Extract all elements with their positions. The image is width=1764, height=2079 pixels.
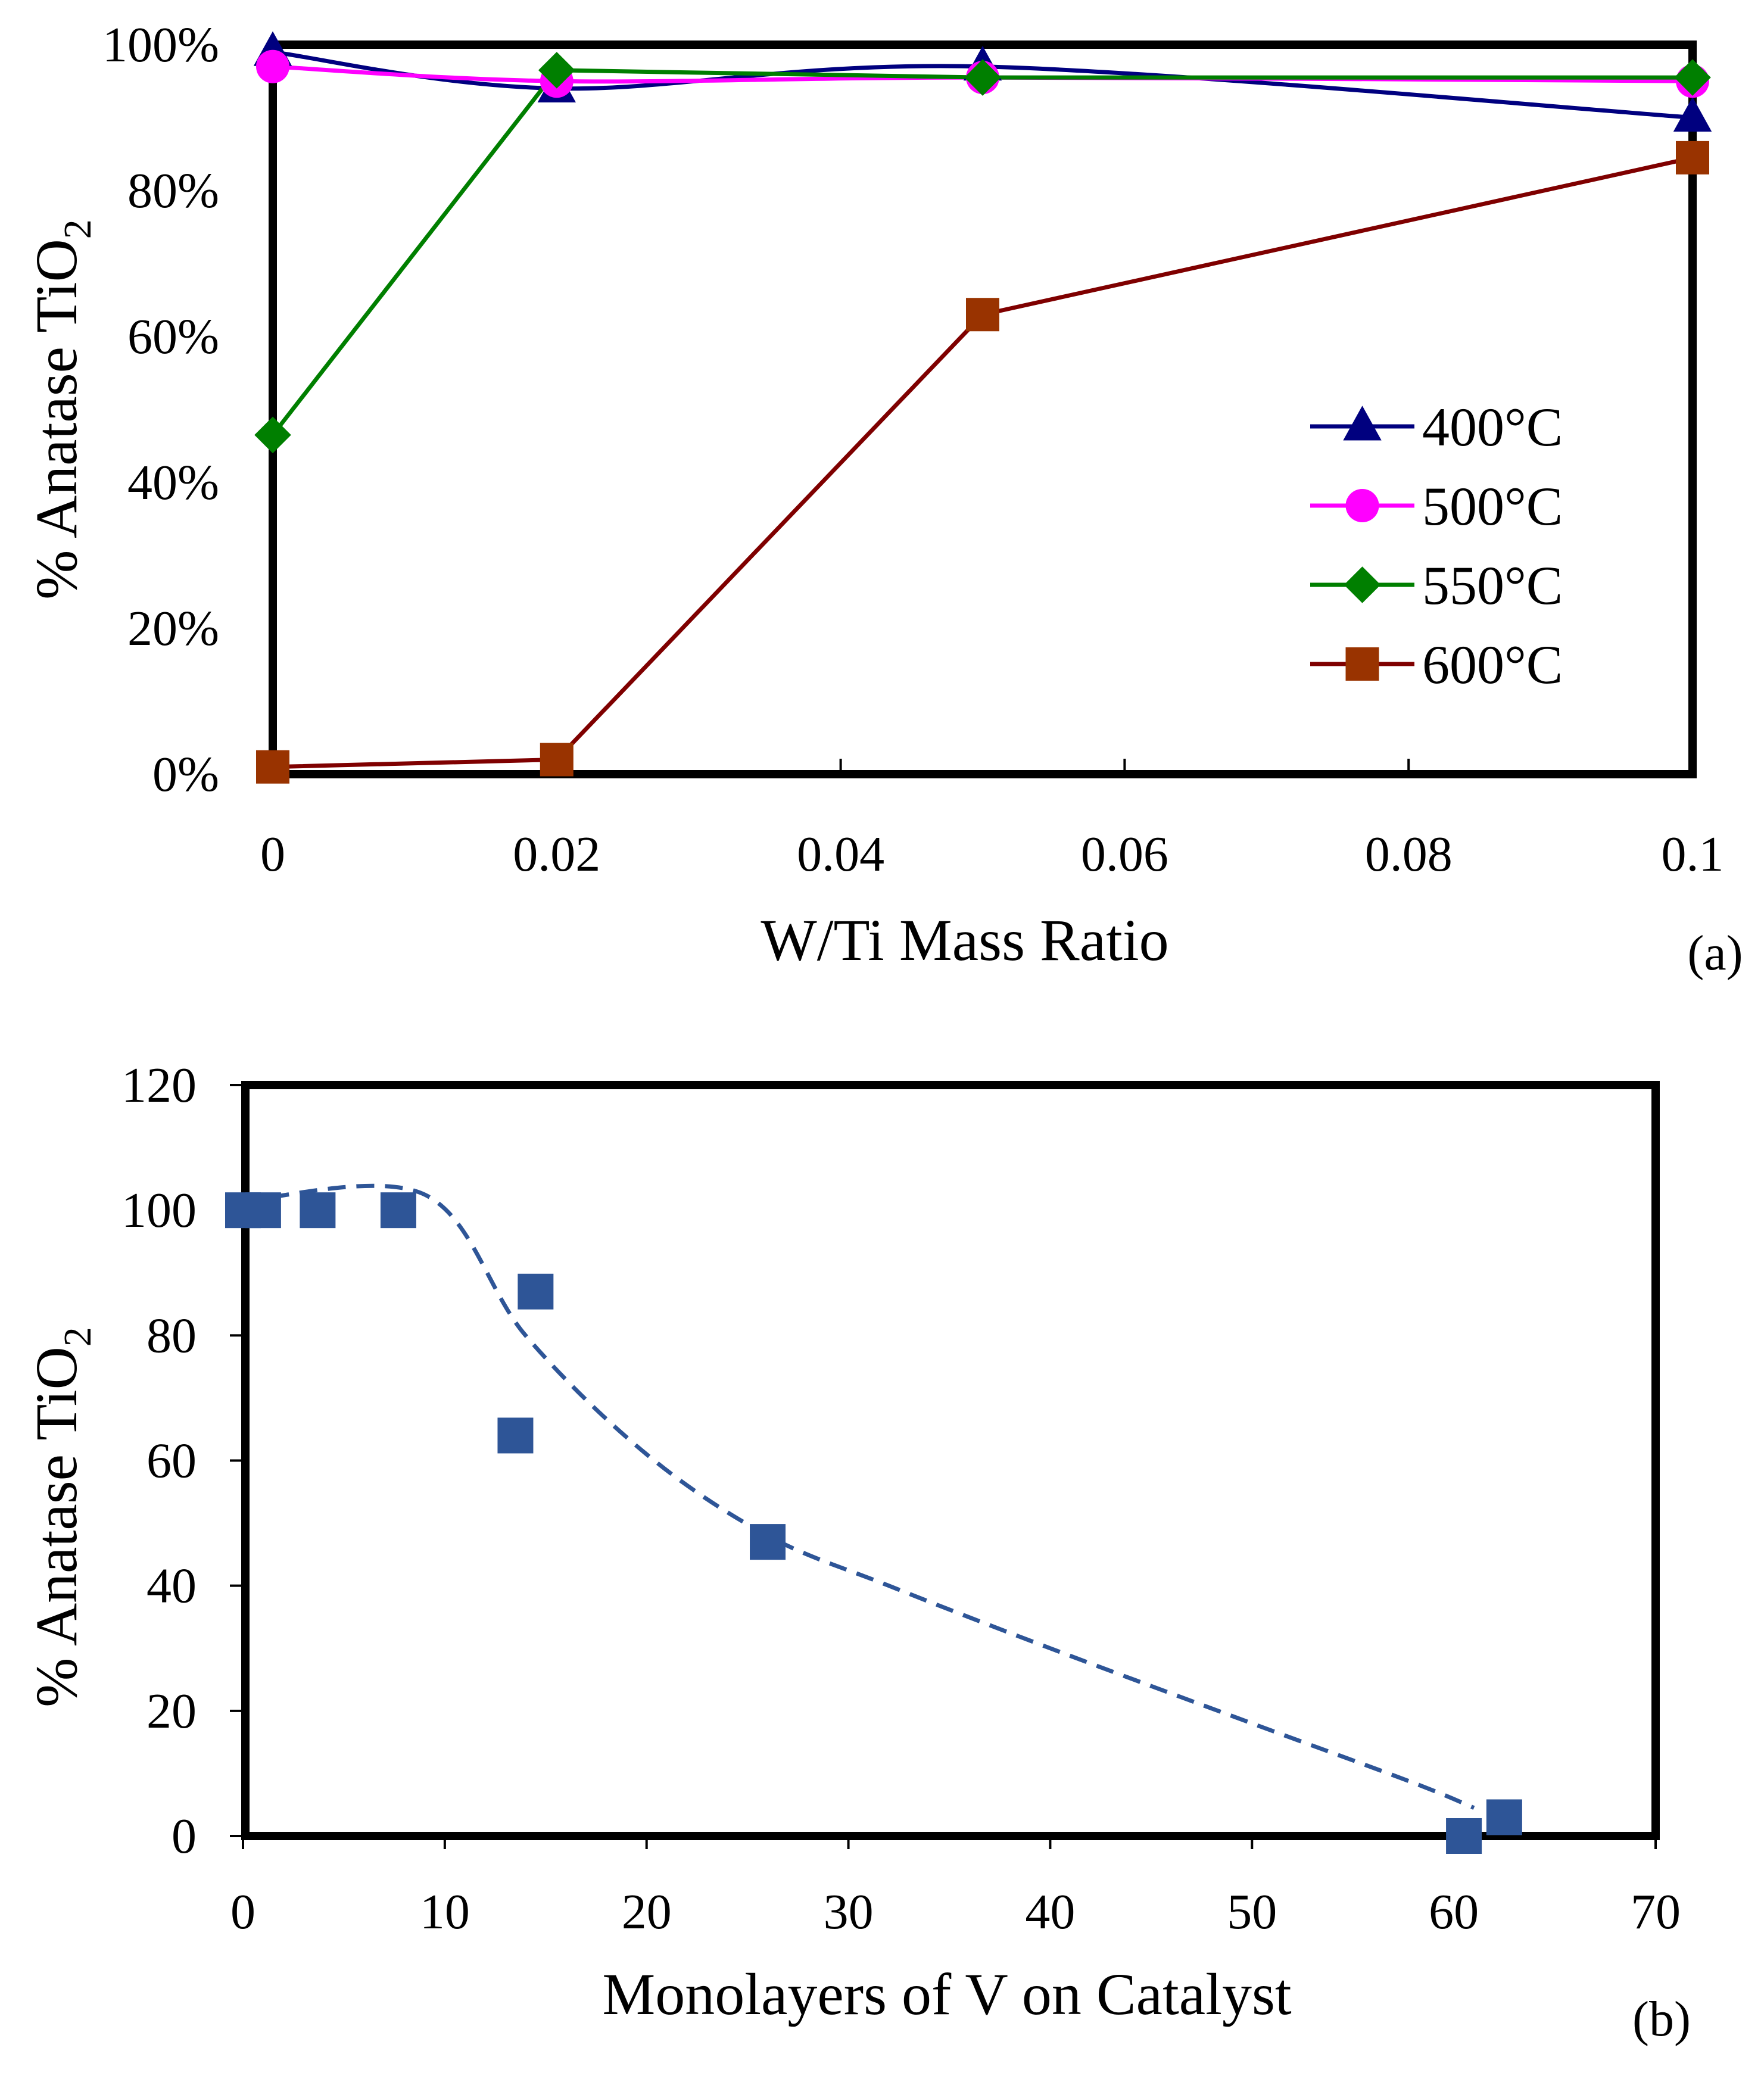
panel-a-plot-frame (269, 40, 1697, 778)
panel-a-point-550-c (538, 52, 575, 89)
panel-a-x-tick-label: 0.04 (797, 827, 884, 882)
panel-b-y-tick-label: 40 (147, 1559, 197, 1614)
panel-a-y-axis-label: % Anatase TiO2 (23, 219, 99, 600)
panel-b-y-axis-label-main: % Anatase TiO (23, 1346, 89, 1707)
panel-b-y-axis-label-subscript: 2 (56, 1327, 99, 1346)
panel-a-chart: 0 0.02 0.04 0.06 0.08 0.1 0% 20% 40% 60% 80% 100% W… (23, 17, 1743, 981)
panel-b-y-tick-label: 20 (147, 1684, 197, 1739)
panel-b-y-axis-label: % Anatase TiO2 (23, 1327, 99, 1707)
panel-b-tick-labels: 0 10 20 30 40 50 60 70 0 20 40 60 80 100 120 (121, 1058, 1681, 1940)
panel-b-y-tick-label: 60 (147, 1433, 197, 1489)
panel-b-data-point (380, 1192, 416, 1229)
panel-b-data-point (300, 1192, 336, 1229)
panel-b-data-point (497, 1417, 534, 1454)
legend-label-500-c: 500°C (1422, 476, 1563, 537)
panel-b-y-tick-label: 100 (121, 1183, 197, 1238)
panel-a-x-tick-label: 0.02 (513, 827, 600, 882)
panel-b-y-tick-label: 80 (147, 1308, 197, 1363)
legend-marker-550-c (1344, 566, 1381, 603)
panel-a-series-line-600-c (272, 155, 1693, 769)
panel-b-x-tick-label: 60 (1429, 1884, 1479, 1940)
panel-b-x-tick-label: 50 (1227, 1884, 1277, 1940)
panel-b-trendline (242, 1183, 1475, 1810)
panel-b-x-tick-label: 0 (230, 1884, 255, 1940)
panel-b-x-tick-label: 30 (824, 1884, 874, 1940)
panel-a-point-550-c (1674, 59, 1711, 96)
panel-a-x-tick-label: 0.1 (1662, 827, 1724, 882)
panel-b-data-point (245, 1192, 281, 1229)
panel-a-y-tick-label: 80% (127, 163, 219, 219)
panel-a-y-tick-label: 0% (152, 747, 219, 802)
panel-b-y-tick-label: 120 (121, 1058, 197, 1113)
panel-a-y-axis-label-main: % Anatase TiO (23, 239, 89, 600)
panel-a-point-500-c (256, 49, 289, 83)
panel-b-x-tick-label: 10 (420, 1884, 470, 1940)
panel-a-point-600-c (540, 743, 574, 777)
panel-a-series-line-550-c (271, 68, 1693, 437)
panel-b-trendline-path (242, 1183, 1475, 1810)
panel-a-tick-labels: 0 0.02 0.04 0.06 0.08 0.1 0% 20% 40% 60% 80% 100% (102, 17, 1724, 882)
panel-a-x-tick-label: 0 (260, 827, 285, 882)
panel-a-x-axis-label: W/Ti Mass Ratio (761, 907, 1168, 973)
panel-a-series-markers (253, 31, 1712, 784)
panel-a-series-lines (271, 49, 1693, 769)
panel-a-label: (a) (1687, 925, 1743, 981)
panel-b-x-axis-label: Monolayers of V on Catalyst (602, 1961, 1292, 2027)
panel-a-y-tick-label: 20% (127, 601, 219, 656)
panel-b-label: (b) (1632, 1991, 1691, 2047)
panel-a-y-tick-label: 60% (127, 309, 219, 364)
panel-a-x-tick-label: 0.06 (1081, 827, 1168, 882)
panel-b-data-point (518, 1273, 554, 1310)
legend-label-550-c: 550°C (1422, 555, 1563, 616)
panel-b-chart: 0 10 20 30 40 50 60 70 0 20 40 60 80 100 120 Monolayer… (23, 1058, 1691, 2047)
panel-b-data-point (1446, 1818, 1482, 1854)
panel-b-x-tick-label: 40 (1025, 1884, 1075, 1940)
panel-a-y-axis-label-subscript: 2 (56, 219, 99, 239)
panel-a-point-550-c (964, 59, 1001, 96)
panel-a-y-tick-label: 100% (102, 17, 219, 73)
panel-a-y-tick-label: 40% (127, 455, 219, 510)
panel-b-y-tick-label: 0 (172, 1809, 197, 1864)
panel-a-point-600-c (1676, 141, 1709, 174)
panel-a-series-line-500-c (272, 64, 1693, 84)
legend-label-600-c: 600°C (1422, 634, 1563, 695)
panel-b-data-point (750, 1524, 786, 1560)
legend-marker-400-c (1343, 406, 1382, 441)
panel-b-data-point (1486, 1799, 1522, 1835)
legend-label-400-c: 400°C (1422, 397, 1563, 457)
legend-marker-600-c (1345, 647, 1379, 681)
panel-a-point-550-c (254, 416, 291, 454)
panel-b-x-tick-label: 70 (1631, 1884, 1681, 1940)
panel-a-point-600-c (256, 750, 289, 784)
panel-a-point-400-c (1673, 96, 1712, 132)
legend-marker-500-c (1345, 489, 1379, 522)
panel-a-x-tick-label: 0.08 (1365, 827, 1453, 882)
panel-a-legend: 400°C 500°C 550°C 600°C (1310, 397, 1563, 695)
panel-b-x-tick-label: 20 (622, 1884, 672, 1940)
panel-a-point-600-c (966, 298, 999, 332)
panel-b-data-markers (225, 1192, 1522, 1854)
